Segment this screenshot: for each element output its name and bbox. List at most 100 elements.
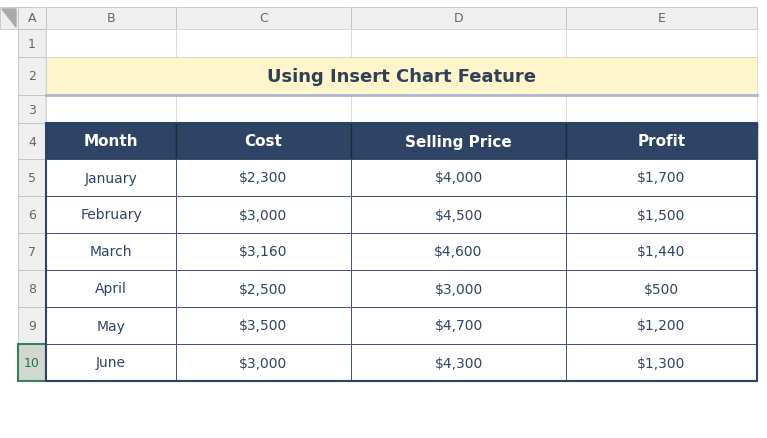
Bar bbox=[18, 30, 46, 58]
Bar bbox=[176, 30, 351, 58]
Bar bbox=[566, 344, 757, 381]
Text: D: D bbox=[454, 12, 463, 25]
Bar bbox=[18, 58, 46, 96]
Text: January: January bbox=[84, 171, 137, 185]
Bar bbox=[18, 8, 46, 30]
Text: C: C bbox=[259, 12, 268, 25]
Bar bbox=[18, 233, 46, 270]
Text: Month: Month bbox=[84, 134, 138, 149]
Text: March: March bbox=[90, 245, 132, 259]
Text: $2,500: $2,500 bbox=[239, 282, 288, 296]
Text: $3,000: $3,000 bbox=[239, 356, 288, 370]
Bar bbox=[566, 197, 757, 233]
Bar bbox=[176, 197, 351, 233]
Text: Using Insert Chart Feature: Using Insert Chart Feature bbox=[267, 68, 536, 86]
Text: 9: 9 bbox=[28, 319, 36, 332]
Bar bbox=[18, 270, 46, 307]
Bar bbox=[0, 8, 18, 30]
Bar bbox=[46, 307, 176, 344]
Bar bbox=[351, 344, 566, 381]
Bar bbox=[351, 233, 566, 270]
Bar bbox=[351, 96, 566, 124]
Bar bbox=[46, 30, 176, 58]
Bar bbox=[18, 344, 46, 381]
Text: B: B bbox=[107, 12, 115, 25]
Bar bbox=[176, 159, 351, 197]
Bar bbox=[18, 96, 46, 124]
Bar bbox=[46, 8, 176, 30]
Bar bbox=[566, 96, 757, 124]
Bar bbox=[566, 270, 757, 307]
Bar bbox=[18, 124, 46, 159]
Bar bbox=[176, 307, 351, 344]
Bar bbox=[351, 159, 566, 197]
Text: $4,500: $4,500 bbox=[434, 208, 482, 222]
Bar bbox=[18, 159, 46, 197]
Text: April: April bbox=[95, 282, 127, 296]
Bar bbox=[46, 159, 176, 197]
Text: 1: 1 bbox=[28, 37, 36, 50]
Bar bbox=[176, 344, 351, 381]
Text: May: May bbox=[97, 319, 126, 333]
Text: $1,500: $1,500 bbox=[637, 208, 686, 222]
Text: 2: 2 bbox=[28, 71, 36, 83]
Text: 7: 7 bbox=[28, 245, 36, 258]
Bar bbox=[176, 124, 351, 159]
Text: June: June bbox=[96, 356, 126, 370]
Text: $3,500: $3,500 bbox=[239, 319, 288, 333]
Text: Selling Price: Selling Price bbox=[405, 134, 512, 149]
Text: $1,200: $1,200 bbox=[637, 319, 686, 333]
Polygon shape bbox=[2, 10, 16, 28]
Text: Cost: Cost bbox=[245, 134, 282, 149]
Text: E: E bbox=[657, 12, 666, 25]
Text: $1,440: $1,440 bbox=[637, 245, 686, 259]
Bar bbox=[351, 30, 566, 58]
Bar bbox=[176, 8, 351, 30]
Bar bbox=[46, 344, 176, 381]
Bar bbox=[176, 96, 351, 124]
Bar bbox=[566, 30, 757, 58]
Bar bbox=[46, 270, 176, 307]
Bar bbox=[176, 270, 351, 307]
Text: $4,300: $4,300 bbox=[434, 356, 482, 370]
Text: 3: 3 bbox=[28, 103, 36, 116]
Bar bbox=[46, 233, 176, 270]
Bar bbox=[46, 58, 757, 96]
Text: $2,300: $2,300 bbox=[239, 171, 288, 185]
Text: $1,300: $1,300 bbox=[637, 356, 686, 370]
Bar bbox=[18, 307, 46, 344]
Text: $3,000: $3,000 bbox=[434, 282, 482, 296]
Text: February: February bbox=[80, 208, 142, 222]
Text: 6: 6 bbox=[28, 208, 36, 222]
Text: $3,000: $3,000 bbox=[239, 208, 288, 222]
Text: 5: 5 bbox=[28, 172, 36, 184]
Text: $4,600: $4,600 bbox=[434, 245, 482, 259]
Bar bbox=[46, 197, 176, 233]
Text: $3,160: $3,160 bbox=[239, 245, 288, 259]
Bar bbox=[566, 159, 757, 197]
Bar bbox=[351, 8, 566, 30]
Bar bbox=[46, 124, 757, 381]
Text: 8: 8 bbox=[28, 283, 36, 295]
Bar bbox=[46, 124, 176, 159]
Text: $500: $500 bbox=[644, 282, 679, 296]
Text: Profit: Profit bbox=[637, 134, 686, 149]
Bar bbox=[18, 8, 36, 30]
Bar bbox=[351, 197, 566, 233]
Bar bbox=[566, 233, 757, 270]
Bar bbox=[351, 124, 566, 159]
Bar bbox=[176, 233, 351, 270]
Bar bbox=[351, 270, 566, 307]
Text: $4,000: $4,000 bbox=[434, 171, 482, 185]
Bar bbox=[351, 307, 566, 344]
Bar bbox=[566, 124, 757, 159]
Bar bbox=[18, 197, 46, 233]
Text: $4,700: $4,700 bbox=[434, 319, 482, 333]
Bar bbox=[566, 8, 757, 30]
Bar bbox=[46, 96, 176, 124]
Text: 10: 10 bbox=[24, 356, 40, 369]
Text: 4: 4 bbox=[28, 135, 36, 148]
Text: $1,700: $1,700 bbox=[637, 171, 686, 185]
Bar bbox=[566, 307, 757, 344]
Text: A: A bbox=[28, 12, 36, 25]
